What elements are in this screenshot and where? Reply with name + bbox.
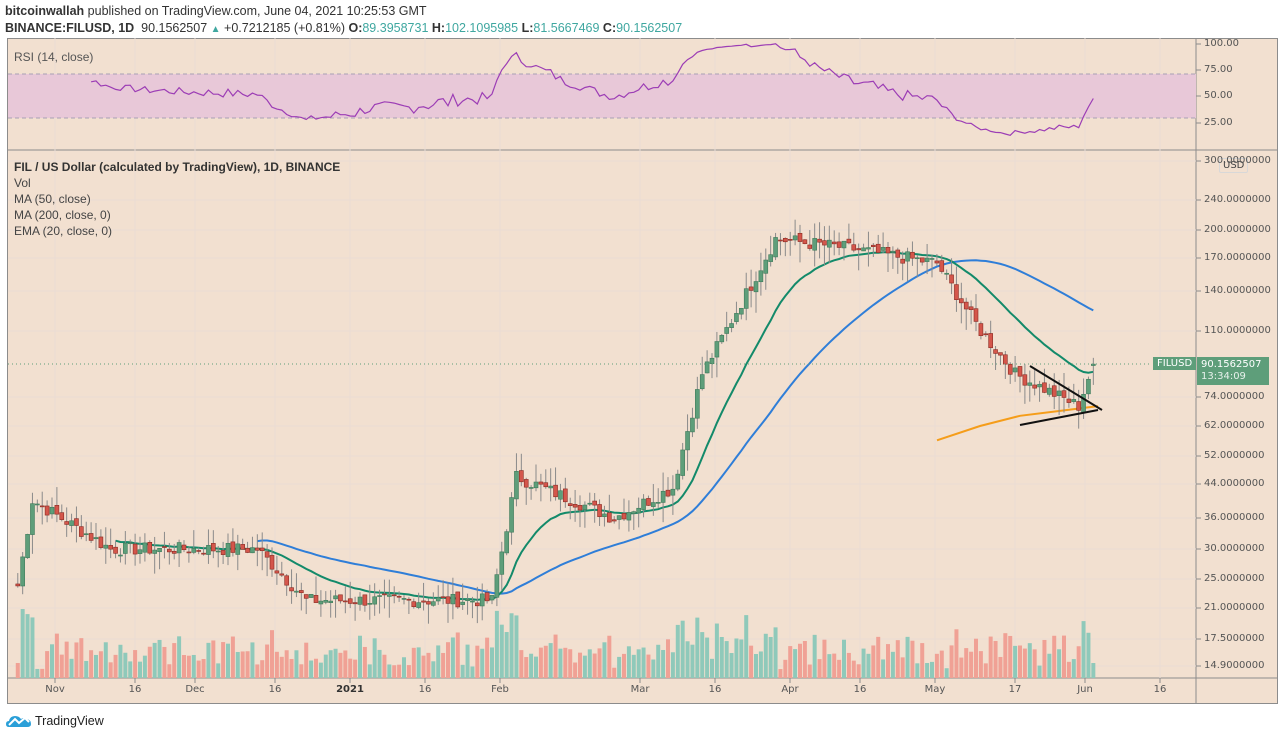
time-axis-label: Mar bbox=[630, 684, 650, 695]
time-axis-label: May bbox=[924, 684, 946, 695]
publish-header: bitcoinwallah published on TradingView.c… bbox=[5, 3, 682, 38]
ma200-line bbox=[936, 405, 1099, 442]
time-axis-label: 17 bbox=[1008, 684, 1022, 695]
high-value: 102.1095985 bbox=[445, 21, 519, 35]
price-axis-label: 140.0000000 bbox=[1204, 285, 1271, 296]
legend-title[interactable]: FIL / US Dollar (calculated by TradingVi… bbox=[14, 160, 341, 174]
rsi-axis-label: 50.00 bbox=[1204, 90, 1233, 101]
price-axis-label: 14.9000000 bbox=[1204, 660, 1265, 671]
price-axis-label: 25.0000000 bbox=[1204, 573, 1265, 584]
grid-lines bbox=[8, 38, 1196, 678]
rsi-label[interactable]: RSI (14, close) bbox=[14, 50, 94, 64]
price-axis-label: 62.0000000 bbox=[1204, 420, 1265, 431]
time-axis-label: Nov bbox=[45, 684, 65, 695]
price-axis-label: 170.0000000 bbox=[1204, 252, 1271, 263]
price-axis-label: 30.0000000 bbox=[1204, 543, 1265, 554]
legend-ma50[interactable]: MA (50, close) bbox=[14, 192, 91, 206]
price-axis-label: 17.5000000 bbox=[1204, 633, 1265, 644]
price-axis-label: 300.0000000 bbox=[1204, 155, 1271, 166]
tradingview-logo-icon bbox=[6, 716, 31, 727]
time-axis-label: Apr bbox=[781, 684, 799, 695]
time-axis-label: 16 bbox=[128, 684, 142, 695]
time-axis-label: 2021 bbox=[336, 684, 364, 695]
low-value: 81.5667469 bbox=[533, 21, 600, 35]
symbol-tag: FILUSD bbox=[1153, 357, 1197, 370]
time-axis-label: Dec bbox=[185, 684, 205, 695]
brand-text: TradingView bbox=[35, 714, 104, 728]
close-label: C: bbox=[602, 21, 617, 35]
rsi-band bbox=[8, 74, 1196, 118]
price-axis-label: 44.0000000 bbox=[1204, 478, 1265, 489]
volume-bars bbox=[15, 609, 1096, 678]
high-label: H: bbox=[431, 21, 446, 35]
axis-ticks bbox=[54, 43, 1201, 683]
low-label: L: bbox=[521, 21, 534, 35]
legend-ema20[interactable]: EMA (20, close, 0) bbox=[14, 224, 113, 238]
rsi-line bbox=[90, 43, 1094, 136]
currency-label[interactable]: USD bbox=[1219, 158, 1249, 173]
open-label: O: bbox=[348, 21, 363, 35]
open-value: 89.3958731 bbox=[362, 21, 429, 35]
time-axis-label: 16 bbox=[708, 684, 722, 695]
price-axis-label: 36.0000000 bbox=[1204, 512, 1265, 523]
rsi-axis-label: 25.00 bbox=[1204, 117, 1233, 128]
price-axis-label: 21.0000000 bbox=[1204, 602, 1265, 613]
rsi-axis-label: 100.00 bbox=[1204, 38, 1239, 49]
triangle-upper-trendline[interactable] bbox=[1029, 365, 1103, 411]
price-axis-label: 110.0000000 bbox=[1204, 325, 1271, 336]
ma50-line bbox=[257, 259, 1094, 595]
up-arrow-icon: ▲ bbox=[210, 24, 221, 35]
last-price: 90.1562507 bbox=[141, 21, 208, 35]
symbol-label: BINANCE:FILUSD, 1D bbox=[5, 21, 135, 35]
price-tag: 90.1562507 13:34:09 bbox=[1197, 357, 1269, 385]
chart-legend: FIL / US Dollar (calculated by TradingVi… bbox=[14, 159, 340, 239]
time-axis-label: 16 bbox=[418, 684, 432, 695]
chart-frame[interactable] bbox=[7, 38, 1278, 704]
price-change: +0.7212185 (+0.81%) bbox=[224, 21, 345, 35]
price-axis-label: 74.0000000 bbox=[1204, 391, 1265, 402]
time-axis-label: Feb bbox=[491, 684, 509, 695]
time-axis-label: 16 bbox=[268, 684, 282, 695]
price-axis-label: 240.0000000 bbox=[1204, 194, 1271, 205]
time-axis-label: 16 bbox=[853, 684, 867, 695]
legend-vol[interactable]: Vol bbox=[14, 176, 31, 190]
price-tag-value: 90.1562507 bbox=[1201, 359, 1262, 370]
time-axis-label: Jun bbox=[1077, 684, 1093, 695]
ohlc-row: BINANCE:FILUSD, 1D 90.1562507 ▲ +0.72121… bbox=[5, 20, 682, 38]
countdown-timer: 13:34:09 bbox=[1201, 371, 1246, 382]
price-axis-label: 200.0000000 bbox=[1204, 224, 1271, 235]
published-text: published on TradingView.com, June 04, 2… bbox=[87, 4, 427, 18]
price-axis-label: 52.0000000 bbox=[1204, 450, 1265, 461]
rsi-axis-label: 75.00 bbox=[1204, 64, 1233, 75]
time-axis-label: 16 bbox=[1153, 684, 1167, 695]
close-value: 90.1562507 bbox=[616, 21, 683, 35]
triangle-lower-trendline[interactable] bbox=[1019, 409, 1099, 426]
candlesticks bbox=[15, 219, 1096, 624]
legend-ma200[interactable]: MA (200, close, 0) bbox=[14, 208, 111, 222]
tradingview-brand[interactable]: TradingView bbox=[6, 713, 104, 729]
publisher-name[interactable]: bitcoinwallah bbox=[5, 4, 85, 18]
